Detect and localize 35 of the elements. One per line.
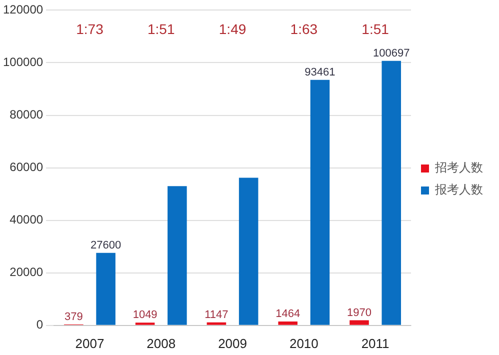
x-tick-label: 2009 [218, 336, 247, 351]
legend-label: 招考人数 [434, 160, 483, 175]
y-tick-label: 60000 [10, 160, 44, 174]
y-tick-label: 0 [36, 318, 44, 332]
bar [238, 178, 258, 325]
legend-label: 报考人数 [434, 182, 483, 197]
bar [350, 320, 369, 325]
annotation: 1:73 [76, 20, 104, 37]
data-label: 93461 [304, 66, 336, 78]
y-tick-label: 80000 [10, 108, 44, 122]
data-label: 1147 [204, 308, 228, 321]
bar [96, 252, 116, 325]
annotation: 1:63 [290, 20, 318, 37]
x-tick-label: 2010 [289, 336, 318, 351]
bar [168, 186, 187, 325]
data-label: 100697 [373, 47, 410, 60]
y-tick-label: 100000 [2, 55, 44, 70]
annotation: 1:51 [148, 20, 175, 37]
data-label: 27600 [90, 239, 122, 252]
data-label: 1970 [347, 306, 372, 319]
bar [278, 322, 298, 325]
x-tick-label: 2008 [146, 336, 176, 351]
data-label: 1049 [132, 309, 158, 322]
annotation: 1:51 [362, 20, 390, 37]
y-tick-label: 20000 [10, 265, 44, 280]
bar [382, 60, 402, 325]
annotation: 1:49 [218, 20, 246, 37]
x-tick-label: 2011 [361, 336, 390, 351]
data-label: 1464 [276, 308, 300, 320]
y-tick-label: 120000 [2, 2, 44, 17]
x-tick-label: 2007 [75, 336, 104, 351]
bar [206, 322, 226, 325]
bar [310, 80, 330, 325]
data-label: 379 [64, 310, 83, 323]
y-tick-label: 40000 [10, 212, 44, 227]
